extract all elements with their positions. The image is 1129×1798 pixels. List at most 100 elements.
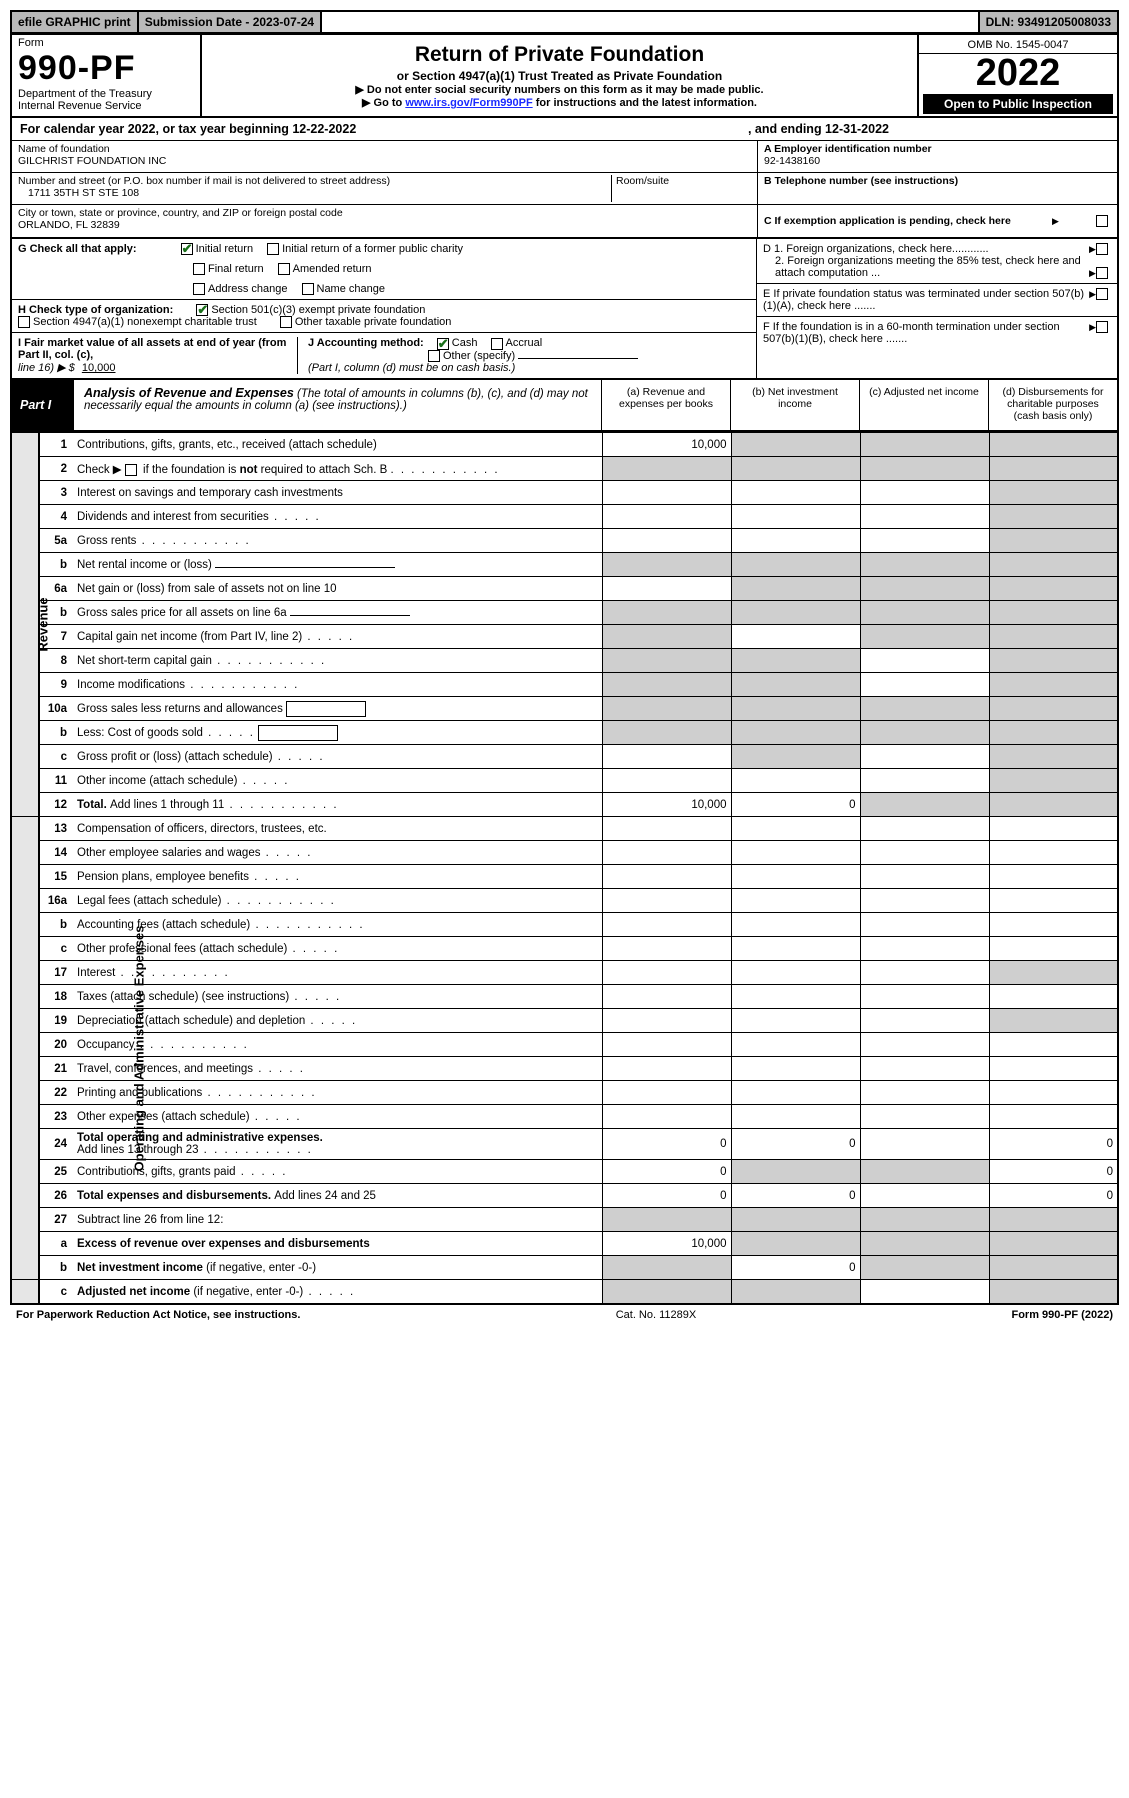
- row-num: 5a: [39, 529, 73, 553]
- row-num: 20: [39, 1033, 73, 1057]
- row-desc: Contributions, gifts, grants, etc., rece…: [73, 433, 602, 457]
- g-name-checkbox[interactable]: [302, 283, 314, 295]
- efile-label: efile GRAPHIC print: [12, 12, 139, 32]
- cell-b: [731, 1160, 860, 1184]
- h-other-checkbox[interactable]: [280, 316, 292, 328]
- j-other-checkbox[interactable]: [428, 350, 440, 362]
- cell-c: [860, 1105, 989, 1129]
- cell-a: [602, 913, 731, 937]
- table-row: 19Depreciation (attach schedule) and dep…: [11, 1009, 1118, 1033]
- cell-d: [989, 433, 1118, 457]
- form-title: Return of Private Foundation: [214, 43, 905, 67]
- cell-d: [989, 769, 1118, 793]
- dots-icon: [273, 751, 325, 763]
- table-row: 8Net short-term capital gain: [11, 649, 1118, 673]
- g-final-checkbox[interactable]: [193, 263, 205, 275]
- j-accrual-checkbox[interactable]: [491, 338, 503, 350]
- row-num: 21: [39, 1057, 73, 1081]
- h-501c3-checkbox[interactable]: [196, 304, 208, 316]
- table-row: 10aGross sales less returns and allowanc…: [11, 697, 1118, 721]
- row-num: a: [39, 1232, 73, 1256]
- cell-d: 0: [989, 1184, 1118, 1208]
- table-row: 20Occupancy: [11, 1033, 1118, 1057]
- dots-icon: [198, 1144, 312, 1156]
- g-former-checkbox[interactable]: [267, 243, 279, 255]
- cell-b: [731, 889, 860, 913]
- cell-a: 0: [602, 1160, 731, 1184]
- dots-icon: [224, 799, 338, 811]
- cell-a: [602, 769, 731, 793]
- year-suffix: , and ending 12-31-2022: [748, 122, 1109, 136]
- h-opt-0: Section 501(c)(3) exempt private foundat…: [211, 304, 425, 316]
- dots-icon: [236, 1166, 288, 1178]
- tel-row: B Telephone number (see instructions): [758, 173, 1117, 205]
- g-initial-checkbox[interactable]: [181, 243, 193, 255]
- cell-a: [602, 985, 731, 1009]
- row-desc: Check ▶ if the foundation is not require…: [73, 457, 602, 481]
- cell-b: [731, 961, 860, 985]
- cell-b: [731, 601, 860, 625]
- part1-table: Revenue 1 Contributions, gifts, grants, …: [10, 432, 1119, 1305]
- cell-c: [860, 481, 989, 505]
- cell-a: [602, 481, 731, 505]
- form-label: Form: [18, 37, 194, 49]
- cell-c: [860, 913, 989, 937]
- cell-a: [602, 553, 731, 577]
- h-4947-checkbox[interactable]: [18, 316, 30, 328]
- r2-checkbox[interactable]: [125, 464, 137, 476]
- cell-d: [989, 625, 1118, 649]
- dots-icon: [289, 991, 341, 1003]
- cell-c: [860, 1280, 989, 1304]
- submission-date: Submission Date - 2023-07-24: [139, 12, 322, 32]
- e-checkbox[interactable]: [1096, 288, 1108, 300]
- cell-b: [731, 1208, 860, 1232]
- cell-a: [602, 1033, 731, 1057]
- f-checkbox[interactable]: [1096, 321, 1108, 333]
- cell-b: [731, 433, 860, 457]
- cell-c: [860, 433, 989, 457]
- row-num: 10a: [39, 697, 73, 721]
- table-row: 27Subtract line 26 from line 12:: [11, 1208, 1118, 1232]
- g-opt-0: Initial return: [196, 243, 253, 255]
- d-row: D 1. Foreign organizations, check here..…: [757, 239, 1117, 284]
- cell-d: [989, 529, 1118, 553]
- arrow-icon: [1048, 215, 1059, 227]
- cell-a: [602, 817, 731, 841]
- j-cash-checkbox[interactable]: [437, 338, 449, 350]
- page-footer: For Paperwork Reduction Act Notice, see …: [10, 1305, 1119, 1325]
- g-amended-checkbox[interactable]: [278, 263, 290, 275]
- cell-a: 0: [602, 1129, 731, 1160]
- cell-b: [731, 817, 860, 841]
- col-c-head: (c) Adjusted net income: [859, 380, 988, 430]
- cell-c: [860, 1160, 989, 1184]
- part1-label: Part I: [12, 380, 74, 430]
- g-address-checkbox[interactable]: [193, 283, 205, 295]
- cell-b: [731, 937, 860, 961]
- cell-d: [989, 457, 1118, 481]
- cell-a: [602, 529, 731, 553]
- dots-icon: [249, 871, 301, 883]
- c-checkbox[interactable]: [1096, 215, 1108, 227]
- cell-c: [860, 697, 989, 721]
- irs-link[interactable]: www.irs.gov/Form990PF: [405, 97, 532, 109]
- row-num: 18: [39, 985, 73, 1009]
- row-num: 2: [39, 457, 73, 481]
- d1-checkbox[interactable]: [1096, 243, 1108, 255]
- cell-d: [989, 649, 1118, 673]
- part1-title-text: Analysis of Revenue and Expenses: [84, 386, 294, 400]
- cell-a: [602, 1256, 731, 1280]
- cell-d: [989, 865, 1118, 889]
- table-row: 23Other expenses (attach schedule): [11, 1105, 1118, 1129]
- row-num: b: [39, 553, 73, 577]
- j-label: J Accounting method:: [308, 337, 424, 349]
- row-num: b: [39, 913, 73, 937]
- cell-c: [860, 865, 989, 889]
- row-desc: Capital gain net income (from Part IV, l…: [73, 625, 602, 649]
- row-num: 13: [39, 817, 73, 841]
- ij-row: I Fair market value of all assets at end…: [12, 333, 756, 378]
- cell-d: [989, 937, 1118, 961]
- d2-checkbox[interactable]: [1096, 267, 1108, 279]
- d1-label: D 1. Foreign organizations, check here..…: [763, 243, 989, 255]
- cell-b: [731, 1280, 860, 1304]
- cell-c: [860, 1232, 989, 1256]
